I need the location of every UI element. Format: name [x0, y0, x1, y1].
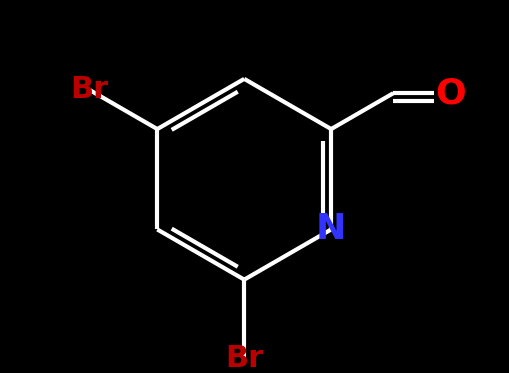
Text: N: N: [316, 213, 346, 247]
Text: Br: Br: [225, 344, 263, 373]
Text: O: O: [434, 76, 465, 110]
Text: Br: Br: [70, 75, 108, 104]
